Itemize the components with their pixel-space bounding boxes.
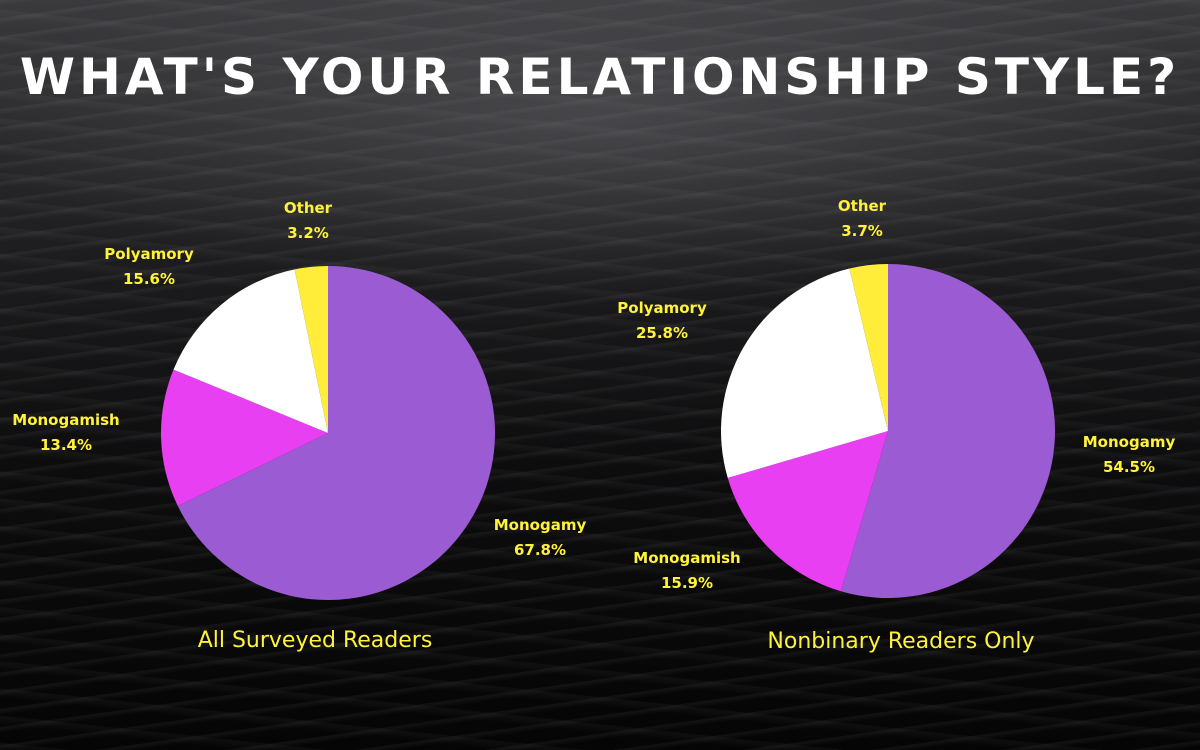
chart-caption: Nonbinary Readers Only xyxy=(767,629,1034,654)
slice-label-polyamory: Polyamory xyxy=(104,245,194,263)
pie-slice-monogamy xyxy=(177,266,495,600)
slice-label-monogamish: Monogamish xyxy=(633,549,740,567)
slice-label-monogamy: Monogamy xyxy=(1083,433,1176,451)
pie-slice-other xyxy=(294,266,328,433)
pie-slice-monogamy xyxy=(840,264,1055,598)
slice-label-monogamy: Monogamy xyxy=(494,516,587,534)
slice-label-other: Other xyxy=(838,197,887,215)
slice-value-polyamory: 15.6% xyxy=(123,270,175,288)
page-title: WHAT'S YOUR RELATIONSHIP STYLE? xyxy=(19,48,1181,106)
pie-slice-monogamish xyxy=(160,369,328,506)
chart-caption: All Surveyed Readers xyxy=(198,628,433,653)
slice-label-other: Other xyxy=(284,199,333,217)
pie-slice-polyamory xyxy=(173,269,328,433)
pie-chart-1: Monogamy 67.8% Monogamish 13.4% Polyamory 15.… xyxy=(12,199,586,653)
pie-slice-polyamory xyxy=(721,268,888,478)
slice-label-polyamory: Polyamory xyxy=(617,299,707,317)
slice-value-monogamish: 15.9% xyxy=(661,574,713,592)
pie-chart-2: Monogamy 54.5% Monogamish 15.9% Polyamory 25.… xyxy=(617,197,1175,654)
slice-value-monogamy: 54.5% xyxy=(1103,458,1155,476)
slice-label-monogamish: Monogamish xyxy=(12,411,119,429)
slice-value-monogamish: 13.4% xyxy=(40,436,92,454)
slice-value-polyamory: 25.8% xyxy=(636,324,688,342)
pie-slice-other xyxy=(849,264,888,431)
pie-slice-monogamish xyxy=(727,431,888,592)
slice-value-monogamy: 67.8% xyxy=(514,541,566,559)
slice-value-other: 3.2% xyxy=(287,224,329,242)
slice-value-other: 3.7% xyxy=(841,222,883,240)
